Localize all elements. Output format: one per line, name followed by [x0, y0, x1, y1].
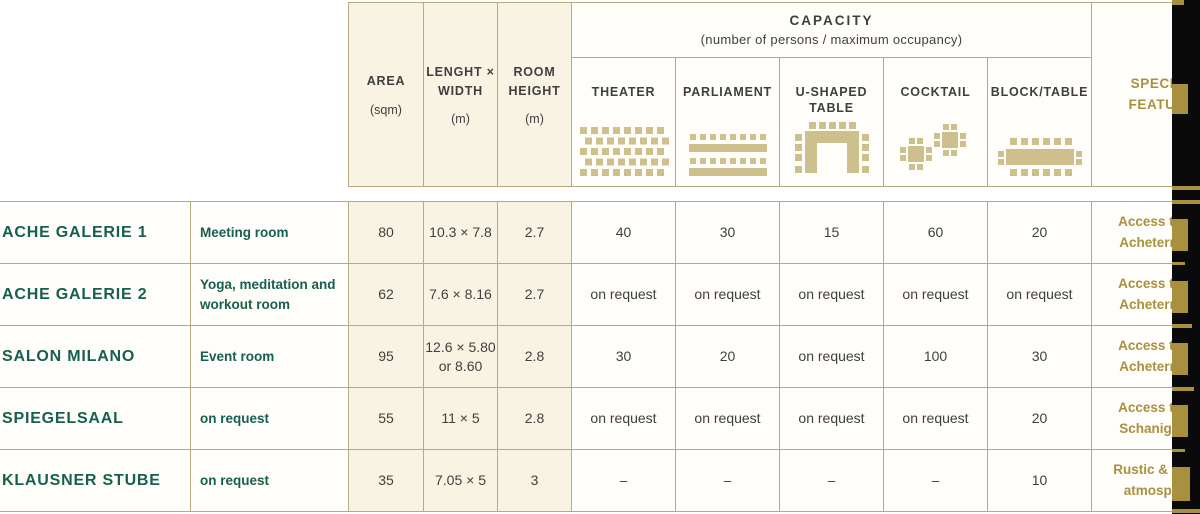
- room-height-unit: (m): [525, 112, 544, 127]
- area-value: 35: [349, 450, 423, 511]
- room-height-label: ROOM HEIGHT: [508, 64, 561, 98]
- u-shaped-value: 15: [780, 202, 883, 263]
- parliament-value: on request: [676, 388, 779, 449]
- room-name: ACHE GALERIE 1: [0, 202, 190, 263]
- dimensions-value: 11 × 5: [424, 388, 497, 449]
- cocktail-label: COCKTAIL: [900, 85, 971, 99]
- edge-bleed-artifact: [1172, 509, 1200, 513]
- u-shaped-value: on request: [780, 264, 883, 325]
- edge-bleed-artifact: [1172, 324, 1192, 328]
- theater-icon: [578, 127, 670, 186]
- room-type: Yoga, meditation and workout room: [191, 264, 348, 325]
- table-header: AREA (sqm) LENGHT × WIDTH (m) ROOM HEIGH…: [348, 2, 1200, 187]
- cocktail-value: on request: [884, 264, 987, 325]
- cocktail-value: –: [884, 450, 987, 511]
- edge-bleed-artifact: [1172, 200, 1200, 204]
- dimensions-value: 7.05 × 5: [424, 450, 497, 511]
- height-value: 2.8: [498, 388, 571, 449]
- column-header-cocktail: COCKTAIL: [884, 58, 987, 186]
- edge-bleed-artifact: [1172, 219, 1188, 251]
- room-type: on request: [191, 388, 348, 449]
- height-value: 2.7: [498, 264, 571, 325]
- dimensions-value: 7.6 × 8.16: [424, 264, 497, 325]
- cocktail-value: 60: [884, 202, 987, 263]
- column-header-length-width: LENGHT × WIDTH (m): [424, 3, 497, 186]
- block-value: 30: [988, 326, 1091, 387]
- edge-bleed-artifact: [1172, 343, 1188, 375]
- block-table-icon: [997, 138, 1082, 186]
- edge-bleed-artifact: [1172, 281, 1188, 313]
- dimensions-value: 12.6 × 5.80 or 8.60: [424, 326, 497, 387]
- cocktail-icon: [898, 120, 974, 186]
- u-shaped-value: –: [780, 450, 883, 511]
- capacity-group-header: CAPACITY (number of persons / maximum oc…: [572, 3, 1091, 57]
- area-value: 55: [349, 388, 423, 449]
- column-header-theater: THEATER: [572, 58, 675, 186]
- room-name: ACHE GALERIE 2: [0, 264, 190, 325]
- height-value: 2.8: [498, 326, 571, 387]
- u-shaped-table-icon: [794, 122, 869, 186]
- room-name: SALON MILANO: [0, 326, 190, 387]
- theater-value: –: [572, 450, 675, 511]
- parliament-label: PARLIAMENT: [682, 85, 772, 99]
- height-value: 2.7: [498, 202, 571, 263]
- block-value: 10: [988, 450, 1091, 511]
- u-shaped-table-label: U-SHAPED TABLE: [795, 85, 868, 116]
- edge-bleed-artifact: [1172, 0, 1184, 5]
- block-value: on request: [988, 264, 1091, 325]
- length-width-label: LENGHT × WIDTH: [426, 64, 495, 98]
- column-header-block-table: BLOCK/TABLE: [988, 58, 1091, 186]
- edge-bleed-artifact: [1172, 405, 1188, 437]
- parliament-icon: [688, 134, 767, 186]
- edge-bleed-artifact: [1172, 84, 1188, 114]
- room-name: KLAUSNER STUBE: [0, 450, 190, 511]
- capacity-title: CAPACITY: [789, 13, 874, 28]
- area-value: 95: [349, 326, 423, 387]
- capacity-subtitle: (number of persons / maximum occupancy): [700, 32, 963, 47]
- block-table-label: BLOCK/TABLE: [990, 85, 1089, 99]
- theater-value: 30: [572, 326, 675, 387]
- edge-bleed-artifact: [1172, 262, 1185, 265]
- theater-label: THEATER: [591, 85, 656, 99]
- area-label: AREA: [366, 74, 406, 89]
- length-width-unit: (m): [451, 112, 470, 127]
- block-value: 20: [988, 388, 1091, 449]
- block-value: 20: [988, 202, 1091, 263]
- cocktail-value: 100: [884, 326, 987, 387]
- theater-value: on request: [572, 264, 675, 325]
- column-header-u-shaped-table: U-SHAPED TABLE: [780, 58, 883, 186]
- column-header-room-height: ROOM HEIGHT (m): [498, 3, 571, 186]
- parliament-value: 30: [676, 202, 779, 263]
- edge-bleed-artifact: [1172, 186, 1200, 190]
- edge-bleed-artifact: [1172, 387, 1194, 391]
- u-shaped-value: on request: [780, 388, 883, 449]
- area-value: 80: [349, 202, 423, 263]
- theater-value: on request: [572, 388, 675, 449]
- dimensions-value: 10.3 × 7.8: [424, 202, 497, 263]
- edge-bleed-artifact: [1172, 467, 1190, 501]
- area-unit: (sqm): [370, 102, 402, 117]
- room-name: SPIEGELSAAL: [0, 388, 190, 449]
- parliament-value: on request: [676, 264, 779, 325]
- cocktail-value: on request: [884, 388, 987, 449]
- edge-bleed-artifact: [1172, 449, 1185, 452]
- column-header-parliament: PARLIAMENT: [676, 58, 779, 186]
- parliament-value: 20: [676, 326, 779, 387]
- table-body: ACHE GALERIE 1 Meeting room 80 10.3 × 7.…: [0, 201, 1200, 512]
- room-type: Event room: [191, 326, 348, 387]
- parliament-value: –: [676, 450, 779, 511]
- area-value: 62: [349, 264, 423, 325]
- height-value: 3: [498, 450, 571, 511]
- column-header-area: AREA (sqm): [349, 3, 423, 186]
- room-type: on request: [191, 450, 348, 511]
- room-type: Meeting room: [191, 202, 348, 263]
- theater-value: 40: [572, 202, 675, 263]
- u-shaped-value: on request: [780, 326, 883, 387]
